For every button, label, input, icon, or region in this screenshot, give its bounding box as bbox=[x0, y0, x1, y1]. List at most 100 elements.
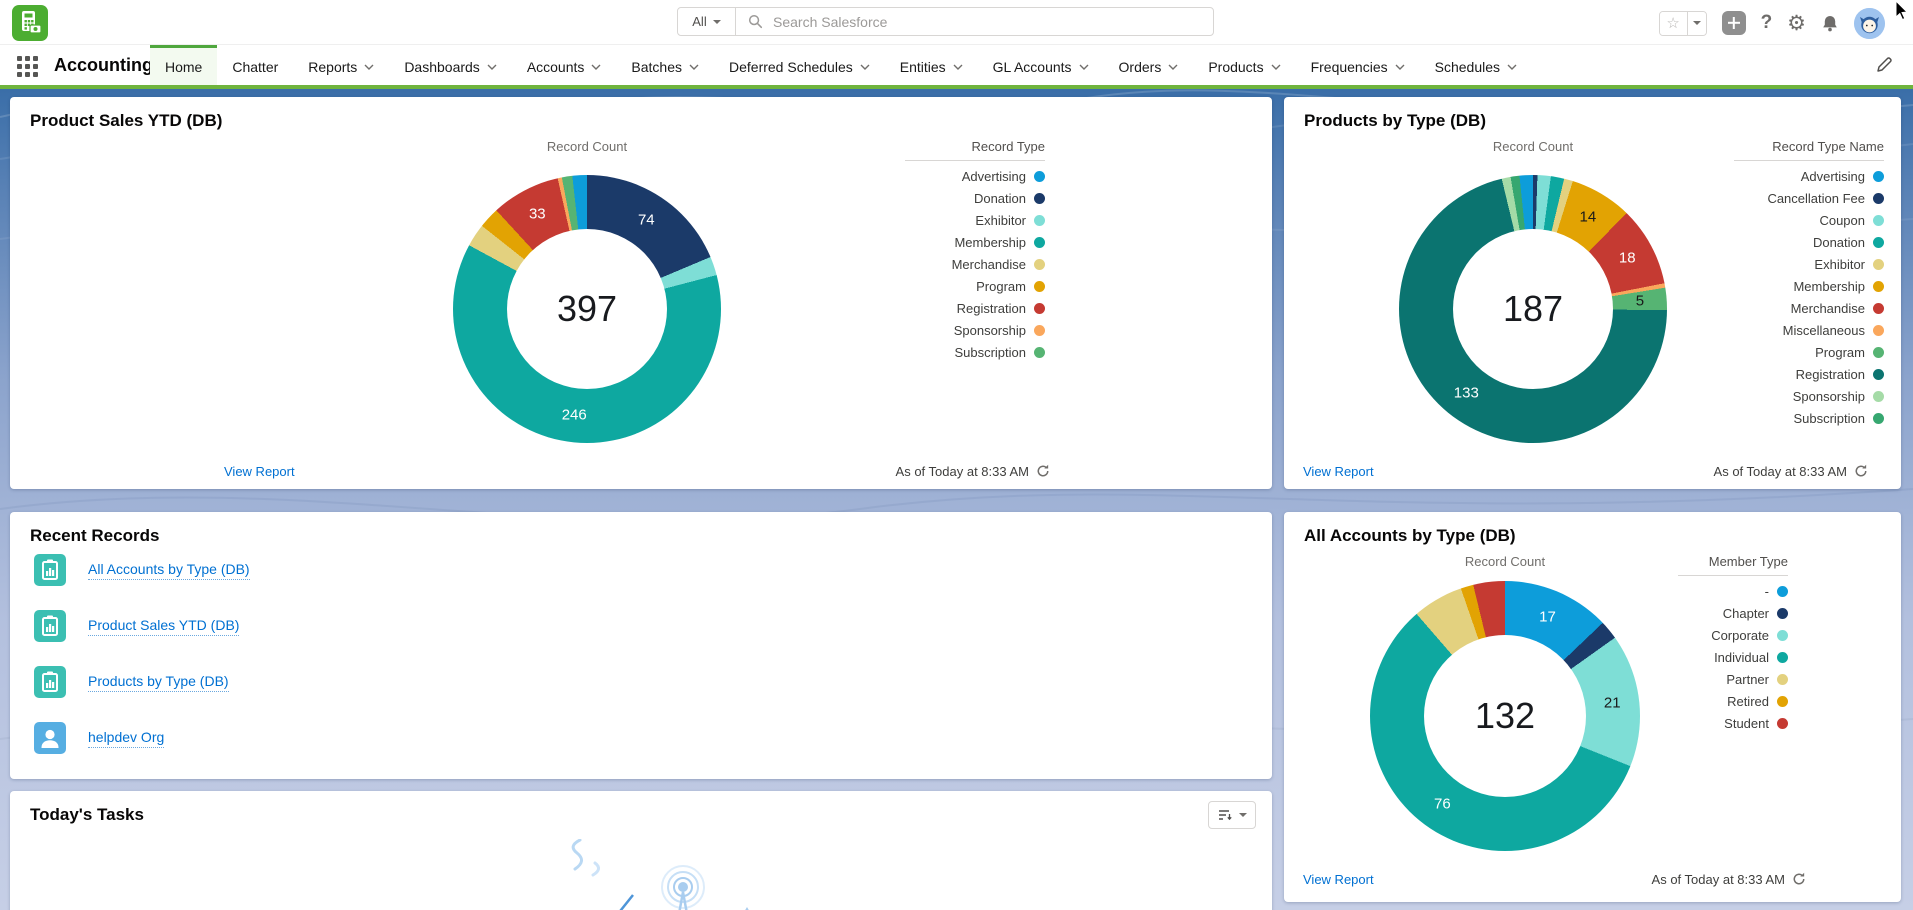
legend-dot bbox=[1777, 673, 1788, 685]
chevron-down-icon bbox=[712, 19, 721, 24]
legend-row: Chapter bbox=[1678, 602, 1788, 624]
search-icon bbox=[748, 14, 763, 29]
legend-label: Registration bbox=[1795, 366, 1865, 382]
recent-record-link[interactable]: Product Sales YTD (DB) bbox=[88, 617, 240, 636]
slice-value-label: 5 bbox=[1635, 292, 1645, 310]
chevron-down-icon bbox=[1692, 21, 1701, 25]
tab-entities[interactable]: Entities bbox=[885, 45, 978, 85]
recent-record-link[interactable]: All Accounts by Type (DB) bbox=[88, 561, 250, 580]
donut-total: 187 bbox=[1502, 288, 1564, 329]
view-report-link[interactable]: View Report bbox=[1303, 463, 1374, 479]
dashboard-icon bbox=[34, 610, 66, 642]
legend-dot bbox=[1873, 258, 1884, 270]
nav-tab-strip: Home Chatter Reports Dashboards Accounts Batc… bbox=[150, 45, 1532, 85]
dashboard-icon bbox=[42, 671, 58, 692]
tasks-filter-dropdown[interactable] bbox=[1208, 801, 1256, 829]
legend-dot bbox=[1777, 651, 1788, 663]
legend-dot bbox=[1873, 170, 1884, 182]
legend-label: Subscription bbox=[954, 344, 1026, 360]
tab-gl-accounts[interactable]: GL Accounts bbox=[978, 45, 1104, 85]
search-input[interactable] bbox=[773, 13, 1213, 30]
legend-row: Donation bbox=[905, 187, 1045, 209]
tab-orders[interactable]: Orders bbox=[1104, 45, 1194, 85]
tab-label: Reports bbox=[308, 58, 358, 75]
legend-label: Chapter bbox=[1722, 605, 1769, 621]
tab-label: Orders bbox=[1118, 58, 1162, 75]
refresh-icon[interactable] bbox=[1854, 464, 1868, 478]
setup-gear-icon[interactable]: ⚙ bbox=[1787, 11, 1806, 35]
edit-nav-pencil-icon[interactable] bbox=[1876, 56, 1893, 73]
tab-label: Products bbox=[1208, 58, 1264, 75]
tab-batches[interactable]: Batches bbox=[616, 45, 714, 85]
view-report-link[interactable]: View Report bbox=[224, 463, 295, 479]
account-icon bbox=[34, 722, 66, 754]
card-products-by-type: Products by Type (DB) Record Count 187 1… bbox=[1284, 97, 1901, 489]
tab-reports[interactable]: Reports bbox=[293, 45, 389, 85]
chevron-down-icon bbox=[953, 64, 963, 70]
tab-label: Chatter bbox=[232, 58, 279, 75]
tab-chatter[interactable]: Chatter bbox=[217, 45, 293, 85]
chevron-down-icon bbox=[1395, 64, 1405, 70]
donut-total: 132 bbox=[1474, 695, 1536, 736]
favorites-dropdown[interactable] bbox=[1686, 11, 1706, 35]
quick-create-plus-icon[interactable] bbox=[1721, 11, 1746, 35]
app-nav-bar: Accounting Home Chatter Reports Dashboards A… bbox=[0, 45, 1913, 89]
slice-value-label: 14 bbox=[1579, 208, 1597, 226]
global-header: All ☆ ? ⚙ bbox=[0, 0, 1913, 45]
tab-products[interactable]: Products bbox=[1193, 45, 1295, 85]
chevron-down-icon bbox=[364, 64, 374, 70]
tab-frequencies[interactable]: Frequencies bbox=[1296, 45, 1420, 85]
tab-home[interactable]: Home bbox=[150, 45, 218, 85]
donut-hole: 397 bbox=[507, 229, 667, 389]
tab-deferred-schedules[interactable]: Deferred Schedules bbox=[714, 45, 885, 85]
legend-label: Coupon bbox=[1819, 212, 1865, 228]
search-scope-dropdown[interactable]: All bbox=[678, 8, 736, 35]
dashboard-icon bbox=[34, 666, 66, 698]
legend-label: Partner bbox=[1726, 671, 1769, 687]
as-of-timestamp: As of Today at 8:33 AM bbox=[1714, 464, 1868, 479]
chevron-down-icon bbox=[1168, 64, 1178, 70]
card-footer: View Report As of Today at 8:33 AM bbox=[224, 461, 1050, 481]
card-title: Product Sales YTD (DB) bbox=[30, 111, 223, 130]
legend-label: Subscription bbox=[1793, 410, 1865, 426]
recent-record-link[interactable]: Products by Type (DB) bbox=[88, 673, 229, 692]
legend-row: Exhibitor bbox=[1734, 253, 1884, 275]
recent-records-list: All Accounts by Type (DB) Product Sales Y… bbox=[34, 542, 1248, 766]
view-report-link[interactable]: View Report bbox=[1303, 871, 1374, 887]
card-todays-tasks: Today's Tasks bbox=[10, 791, 1272, 910]
dashboard-icon bbox=[42, 615, 58, 636]
user-avatar[interactable] bbox=[1854, 7, 1885, 39]
tab-dashboards[interactable]: Dashboards bbox=[389, 45, 512, 85]
legend-dot bbox=[1777, 695, 1788, 707]
tab-label: Deferred Schedules bbox=[729, 58, 853, 75]
legend-dot bbox=[1777, 717, 1788, 729]
help-icon[interactable]: ? bbox=[1760, 12, 1773, 33]
chart-legend: Record Type Advertising Donation Exhibitor… bbox=[905, 139, 1045, 363]
search-scope-label: All bbox=[692, 14, 707, 29]
dashboard-canvas: Product Sales YTD (DB) Record Count 397 … bbox=[0, 89, 1913, 910]
legend-dot bbox=[1777, 607, 1788, 619]
recent-record-item: helpdev Org bbox=[34, 710, 1248, 766]
notifications-bell-icon[interactable] bbox=[1821, 14, 1839, 33]
legend-dot bbox=[1034, 302, 1045, 314]
legend-row: Miscellaneous bbox=[1734, 319, 1884, 341]
tab-accounts[interactable]: Accounts bbox=[512, 45, 617, 85]
chart-legend: Member Type - Chapter Corporate Individual P… bbox=[1678, 554, 1788, 734]
app-launcher-icon[interactable] bbox=[17, 56, 38, 77]
refresh-icon[interactable] bbox=[1792, 872, 1806, 886]
legend-row: Retired bbox=[1678, 690, 1788, 712]
favorites-star-icon[interactable]: ☆ bbox=[1659, 11, 1687, 35]
legend-row: Membership bbox=[1734, 275, 1884, 297]
legend-label: Membership bbox=[954, 234, 1026, 250]
legend-label: Sponsorship bbox=[953, 322, 1026, 338]
legend-row: Cancellation Fee bbox=[1734, 187, 1884, 209]
legend-label: Retired bbox=[1727, 693, 1769, 709]
legend-dot bbox=[1873, 346, 1884, 358]
chevron-down-icon bbox=[591, 64, 601, 70]
donut-hole: 187 bbox=[1453, 229, 1613, 389]
refresh-icon[interactable] bbox=[1036, 464, 1050, 478]
recent-record-link[interactable]: helpdev Org bbox=[88, 729, 165, 748]
tab-schedules[interactable]: Schedules bbox=[1420, 45, 1532, 85]
legend-dot bbox=[1873, 214, 1884, 226]
tab-label: Dashboards bbox=[404, 58, 480, 75]
